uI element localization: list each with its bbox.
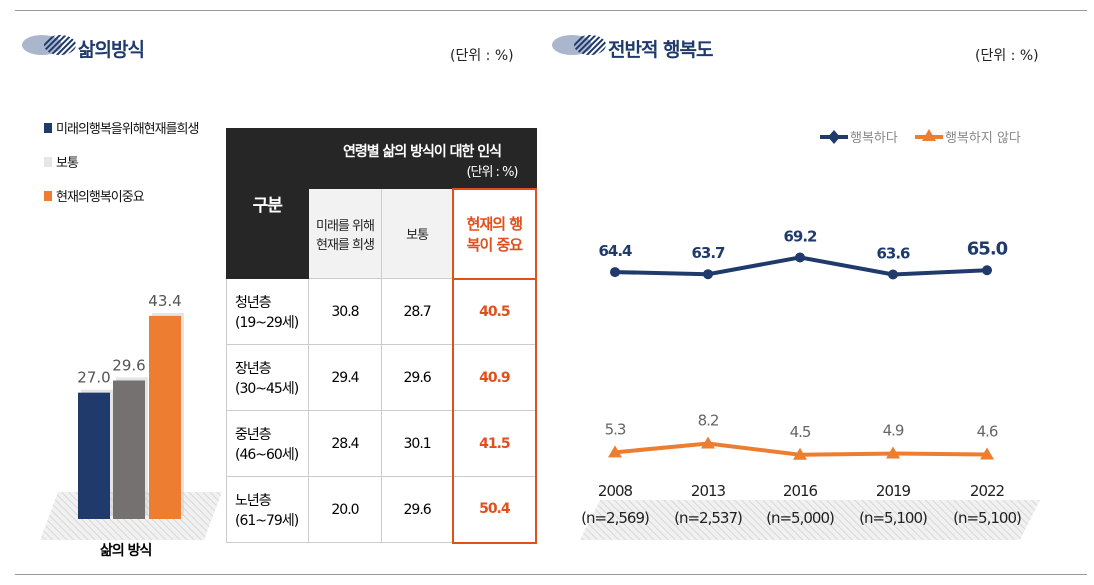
x-tick-label: 2013 [691, 482, 726, 500]
x-tick-label: 2019 [876, 482, 911, 500]
legend-marker-diamond [828, 130, 840, 144]
bottom-divider [15, 574, 1087, 575]
row-label: 중년층 (46~60세) [226, 410, 309, 477]
table-cell: 28.7 [381, 278, 454, 345]
legend-swatch [44, 156, 52, 167]
section-bullet-icon [22, 35, 76, 55]
table-cell: 30.8 [307, 278, 383, 345]
table-cell: 29.6 [381, 344, 454, 411]
point-value-label: 5.3 [605, 420, 626, 438]
data-point-diamond [888, 269, 898, 280]
legend-label: 행복하다 [850, 130, 898, 146]
legend-label: 미래의행복을위해현재를희생 [56, 122, 199, 137]
row-range: (46~60세) [235, 446, 299, 463]
row-label: 청년층 (19~29세) [226, 278, 309, 345]
table-row: 청년층 (19~29세) 30.8 28.7 40.5 [226, 278, 538, 345]
legend-swatch [44, 190, 52, 201]
right-section-title: 전반적 행복도 [608, 39, 713, 61]
bar-category-label: 삶의 방식 [100, 543, 152, 559]
point-value-label: 64.4 [598, 242, 632, 260]
table-cell: 50.4 [451, 476, 538, 544]
x-tick-label: 2008 [598, 482, 633, 500]
bar [149, 315, 181, 519]
table-row: 장년층 (30~45세) 29.4 29.6 40.9 [226, 344, 538, 411]
table-col-header: 구분 [226, 128, 309, 279]
point-value-label: 4.5 [790, 423, 811, 441]
table-cell: 40.5 [451, 278, 538, 345]
row-label: 장년층 (30~45세) [226, 344, 309, 411]
point-value-label: 69.2 [783, 227, 817, 245]
legend-item-normal: 보통 [44, 152, 79, 171]
legend-item-sacrifice: 미래의행복을위해현재를희생 [44, 118, 199, 137]
point-value-label: 63.6 [876, 245, 910, 263]
point-value-label: 4.6 [977, 422, 998, 440]
row-name: 장년층 [235, 360, 272, 377]
x-tick-label: 2016 [783, 482, 818, 500]
point-value-label: 63.7 [691, 244, 725, 262]
table-row: 노년층 (61~79세) 20.0 29.6 50.4 [226, 476, 538, 544]
legend-label: 행복하지 않다 [945, 130, 1021, 146]
table-title: 연령별 삶의 방식이 대한 인식 [342, 143, 502, 160]
table-cell: 29.6 [381, 476, 454, 543]
bar-chart: 27.029.6 43.4 [40, 292, 222, 540]
table-cell: 29.4 [307, 344, 383, 411]
table-unit: (단위 : %) [466, 164, 518, 180]
legend-item-present: 현재의행복이중요 [44, 186, 145, 205]
row-label: 노년층 (61~79세) [226, 476, 309, 543]
data-point-triangle [608, 445, 622, 458]
data-point-diamond [703, 269, 713, 280]
data-point-triangle [886, 446, 900, 459]
row-range: (19~29세) [235, 314, 299, 331]
line-legend: 행복하다 행복하지 않다 [820, 129, 1021, 146]
legend-label: 보통 [56, 156, 79, 171]
table-cell: 28.4 [307, 410, 383, 477]
x-tick-sublabel: (n=5,000) [766, 509, 834, 527]
legend-swatch [44, 122, 52, 133]
table-header-present: 현재의 행복이 중요 [451, 187, 538, 280]
data-point-diamond [795, 252, 805, 263]
row-range: (61~79세) [235, 512, 299, 529]
bar-value-label: 43.4 [148, 292, 181, 310]
bar [113, 380, 145, 519]
x-tick-sublabel: (n=5,100) [953, 509, 1021, 527]
right-unit-label: (단위 : %) [975, 48, 1039, 64]
bar [78, 392, 110, 519]
legend-label: 현재의행복이중요 [56, 190, 145, 205]
table-header-sacrifice: 미래를 위해 현재를 희생 [307, 188, 383, 279]
top-divider [15, 10, 1087, 11]
line-chart: 행복하다 행복하지 않다 64.4 63.7 69.2 63.6 65.0 5.3 8.2 4.5… [580, 129, 1040, 540]
x-tick-label: 2022 [970, 482, 1005, 500]
age-table: 구분 연령별 삶의 방식이 대한 인식 (단위 : %) 미래를 위해 현재를 … [226, 128, 538, 544]
data-point-triangle [793, 447, 807, 460]
row-name: 노년층 [235, 492, 272, 509]
chart-floor [580, 500, 1040, 540]
point-value-label: 4.9 [883, 422, 904, 440]
row-name: 중년층 [235, 426, 272, 443]
left-unit-label: (단위 : %) [450, 48, 514, 64]
data-point-triangle [701, 436, 715, 449]
table-cell: 41.5 [451, 410, 538, 477]
table-cell: 40.9 [451, 344, 538, 411]
data-point-triangle [980, 447, 994, 460]
left-section-title: 삶의방식 [78, 39, 145, 61]
table-header-normal: 보통 [381, 188, 454, 279]
point-value-label: 8.2 [698, 411, 719, 429]
table-cell: 30.1 [381, 410, 454, 477]
table-row: 중년층 (46~60세) 28.4 30.1 41.5 [226, 410, 538, 477]
row-range: (30~45세) [235, 380, 299, 397]
point-value-label: 65.0 [967, 238, 1008, 259]
x-tick-sublabel: (n=5,100) [859, 509, 927, 527]
section-bullet-icon [552, 35, 606, 55]
row-name: 청년층 [235, 294, 272, 311]
table-cell: 20.0 [307, 476, 383, 543]
x-tick-sublabel: (n=2,569) [581, 509, 649, 527]
data-point-diamond [982, 265, 992, 276]
bar-value-label: 29.6 [112, 356, 145, 374]
data-point-diamond [610, 267, 620, 278]
legend-marker-triangle [922, 129, 936, 141]
x-tick-sublabel: (n=2,537) [674, 509, 742, 527]
bar-value-label: 27.0 [77, 369, 110, 387]
